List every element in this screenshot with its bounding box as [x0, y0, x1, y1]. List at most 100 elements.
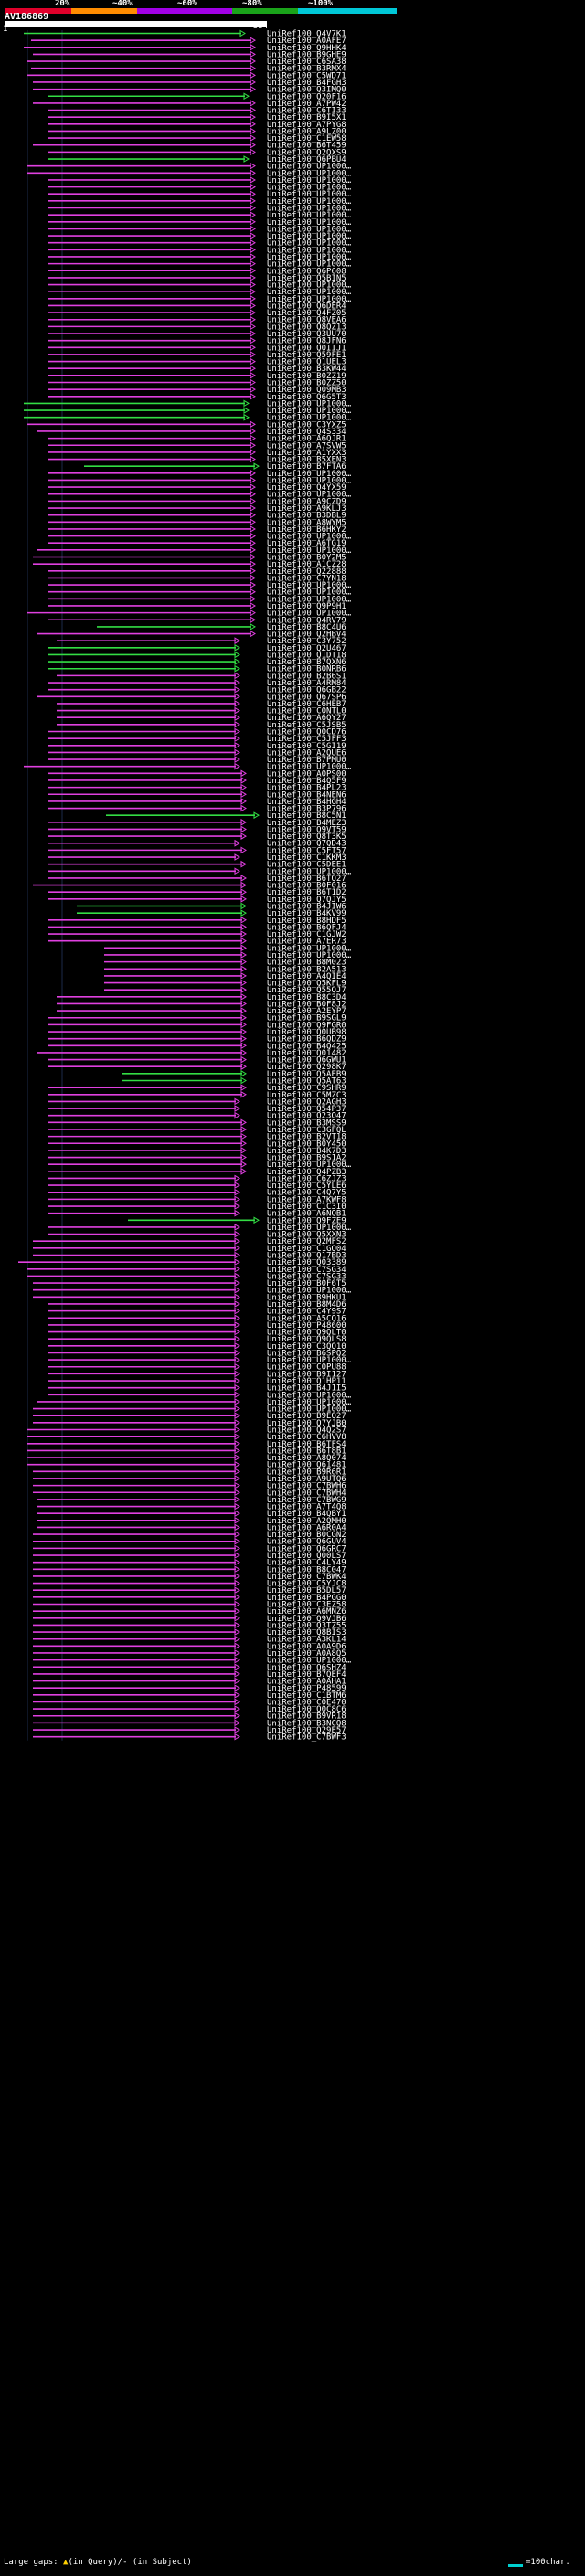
hit-label[interactable]: UniRef100_C7BWK4 — [267, 1573, 346, 1582]
hit-label[interactable]: UniRef100_A8Q074 — [267, 1454, 346, 1463]
hit-label[interactable]: UniRef100_B9SGL9 — [267, 1014, 346, 1023]
hit-row[interactable]: UniRef100_Q4PZB3 — [48, 1168, 346, 1177]
hit-row[interactable]: UniRef100_B3RMX4 — [31, 65, 346, 74]
hit-row[interactable]: UniRef100_Q6G5T3 — [48, 393, 346, 402]
hit-label[interactable]: UniRef100_B4NEN6 — [267, 790, 346, 800]
hit-label[interactable]: UniRef100_UP1000… — [267, 407, 352, 416]
hit-row[interactable]: UniRef100_B9I5X1 — [48, 113, 346, 122]
hit-label[interactable]: UniRef100_Q23Q47 — [267, 1112, 346, 1121]
hit-row[interactable]: UniRef100_Q3UU70 — [48, 330, 346, 339]
hit-label[interactable]: UniRef100_C5YJC8 — [267, 1580, 346, 1589]
hit-row[interactable]: UniRef100_C5WD71 — [27, 71, 346, 80]
hit-row[interactable]: UniRef100_B4PL23 — [48, 784, 346, 793]
hit-label[interactable]: UniRef100_Q5AEB9 — [267, 1070, 346, 1079]
hit-row[interactable]: UniRef100_P48600 — [48, 1321, 346, 1330]
hit-row[interactable]: UniRef100_B4JIW6 — [77, 903, 346, 912]
hit-label[interactable]: UniRef100_B4KV99 — [267, 909, 346, 918]
hit-row[interactable]: UniRef100_Q6PBU4 — [48, 155, 346, 164]
hit-row[interactable]: UniRef100_Q4RV79 — [48, 616, 346, 625]
hit-row[interactable]: UniRef100_Q22888 — [48, 567, 346, 577]
hit-row[interactable]: UniRef100_Q4S334 — [37, 428, 346, 437]
hit-label[interactable]: UniRef100_B0F016 — [267, 882, 346, 891]
hit-label[interactable]: UniRef100_B4JIW6 — [267, 903, 346, 912]
hit-row[interactable]: UniRef100_B9R6R1 — [33, 1468, 346, 1477]
hit-row[interactable]: UniRef100_B9HKU1 — [33, 1293, 346, 1302]
hit-row[interactable]: UniRef100_Q8JFN6 — [48, 337, 346, 346]
hit-label[interactable]: UniRef100_Q6P608 — [267, 267, 346, 276]
hit-row[interactable]: UniRef100_C6HVV8 — [27, 1433, 346, 1442]
hit-label[interactable]: UniRef100_P48600 — [267, 1321, 346, 1330]
hit-row[interactable]: UniRef100_A9UTQ6 — [33, 1475, 346, 1484]
hit-label[interactable]: UniRef100_A9LZ00 — [267, 127, 346, 136]
hit-label[interactable]: UniRef100_UP1000… — [267, 470, 352, 479]
hit-label[interactable]: UniRef100_A3KL14 — [267, 1636, 346, 1645]
hit-row[interactable]: UniRef100_B3MSS9 — [48, 1118, 346, 1128]
hit-label[interactable]: UniRef100_Q4YX59 — [267, 483, 346, 493]
hit-row[interactable]: UniRef100_C0PU88 — [48, 1363, 346, 1373]
hit-label[interactable]: UniRef100_UP1000… — [267, 211, 352, 220]
hit-label[interactable]: UniRef100_C5DEE1 — [267, 861, 346, 870]
hit-row[interactable]: UniRef100_Q09MB3 — [48, 386, 346, 395]
hit-label[interactable]: UniRef100_C6SA38 — [267, 58, 346, 67]
hit-label[interactable]: UniRef100_UP1000… — [267, 1161, 352, 1170]
hit-label[interactable]: UniRef100_B2VT18 — [267, 1133, 346, 1142]
hit-label[interactable]: UniRef100_Q03389 — [267, 1258, 346, 1267]
hit-row[interactable]: UniRef100_C1EW58 — [48, 134, 346, 143]
hit-label[interactable]: UniRef100_Q00LS7 — [267, 1552, 346, 1561]
hit-row[interactable]: UniRef100_UP1000… — [48, 184, 352, 193]
hit-row[interactable]: UniRef100_Q01482 — [37, 1049, 346, 1058]
hit-row[interactable]: UniRef100_UP1000… — [48, 1161, 352, 1170]
hit-label[interactable]: UniRef100_Q4PZB3 — [267, 1168, 346, 1177]
hit-label[interactable]: UniRef100_B9EQ27 — [267, 1412, 346, 1421]
hit-row[interactable]: UniRef100_B0Y450 — [48, 1140, 346, 1149]
hit-label[interactable]: UniRef100_C5WD71 — [267, 71, 346, 80]
hit-label[interactable]: UniRef100_Q298K7 — [267, 1063, 346, 1072]
hit-label[interactable]: UniRef100_Q9FZE9 — [267, 1216, 346, 1225]
hit-row[interactable]: UniRef100_Q29E57 — [33, 1726, 346, 1735]
hit-row[interactable]: UniRef100_Q6GB22 — [48, 686, 346, 695]
hit-label[interactable]: UniRef100_C6ZJZ3 — [267, 1174, 346, 1183]
hit-row[interactable]: UniRef100_B8M023 — [104, 959, 346, 968]
hit-label[interactable]: UniRef100_Q59FE1 — [267, 351, 346, 360]
hit-label[interactable]: UniRef100_B3DBL9 — [267, 512, 346, 521]
hit-label[interactable]: UniRef100_A0AFE7 — [267, 37, 346, 46]
hit-label[interactable]: UniRef100_UP1000… — [267, 190, 352, 199]
hit-row[interactable]: UniRef100_UP1000… — [37, 1398, 352, 1407]
hit-row[interactable]: UniRef100_UP1000… — [48, 197, 352, 207]
hit-label[interactable]: UniRef100_Q6GB22 — [267, 686, 346, 695]
hit-label[interactable]: UniRef100_Q2HBV4 — [267, 631, 346, 640]
hit-label[interactable]: UniRef100_B4HGH4 — [267, 798, 346, 807]
hit-label[interactable]: UniRef100_UP1000… — [267, 288, 352, 297]
hit-row[interactable]: UniRef100_B3P796 — [48, 805, 346, 814]
hit-row[interactable]: UniRef100_Q7YJB0 — [33, 1419, 346, 1428]
hit-row[interactable]: UniRef100_B4J1I5 — [48, 1384, 346, 1394]
hit-row[interactable]: UniRef100_B9EQ27 — [33, 1412, 346, 1421]
hit-row[interactable]: UniRef100_B0F016 — [33, 882, 346, 891]
hit-row[interactable]: UniRef100_B3DBL9 — [48, 512, 346, 521]
hit-row[interactable]: UniRef100_Q4FZ05 — [48, 309, 346, 318]
hit-label[interactable]: UniRef100_Q4RV79 — [267, 616, 346, 625]
hit-label[interactable]: UniRef100_B6QDZ9 — [267, 1035, 346, 1044]
hit-label[interactable]: UniRef100_Q4Q2S7 — [267, 1426, 346, 1436]
hit-row[interactable]: UniRef100_Q67SP6 — [37, 693, 346, 702]
hit-label[interactable]: UniRef100_Q9QLT0 — [267, 1329, 346, 1338]
hit-row[interactable]: UniRef100_B4MEZ3 — [48, 819, 346, 828]
hit-row[interactable]: UniRef100_A2QMH0 — [37, 1517, 346, 1526]
hit-row[interactable]: UniRef100_A8Q074 — [27, 1454, 346, 1463]
hit-row[interactable]: UniRef100_B6QDZ9 — [48, 1035, 346, 1044]
hit-row[interactable]: UniRef100_C3QQ10 — [48, 1342, 346, 1352]
hit-label[interactable]: UniRef100_UP1000… — [267, 951, 352, 960]
hit-row[interactable]: UniRef100_B4HGH4 — [48, 798, 346, 807]
hit-row[interactable]: UniRef100_UP1000… — [48, 588, 352, 598]
hit-row[interactable]: UniRef100_B4QBY1 — [37, 1510, 346, 1519]
hit-row[interactable]: UniRef100_Q5KFL9 — [104, 980, 346, 989]
hit-row[interactable]: UniRef100_UP1000… — [48, 1391, 352, 1400]
hit-row[interactable]: UniRef100_Q55QJ7 — [104, 986, 346, 995]
hit-row[interactable]: UniRef100_B8C047 — [33, 1565, 346, 1574]
hit-row[interactable]: UniRef100_Q9P9H1 — [48, 602, 346, 611]
hit-label[interactable]: UniRef100_C0NTL0 — [267, 707, 346, 716]
hit-row[interactable]: UniRef100_Q2HBV4 — [37, 631, 346, 640]
hit-row[interactable]: UniRef100_Q6SHZ4 — [33, 1663, 346, 1672]
hit-row[interactable]: UniRef100_Q9VJB6 — [33, 1615, 346, 1624]
hit-row[interactable]: UniRef100_C3YXZ5 — [27, 420, 346, 429]
